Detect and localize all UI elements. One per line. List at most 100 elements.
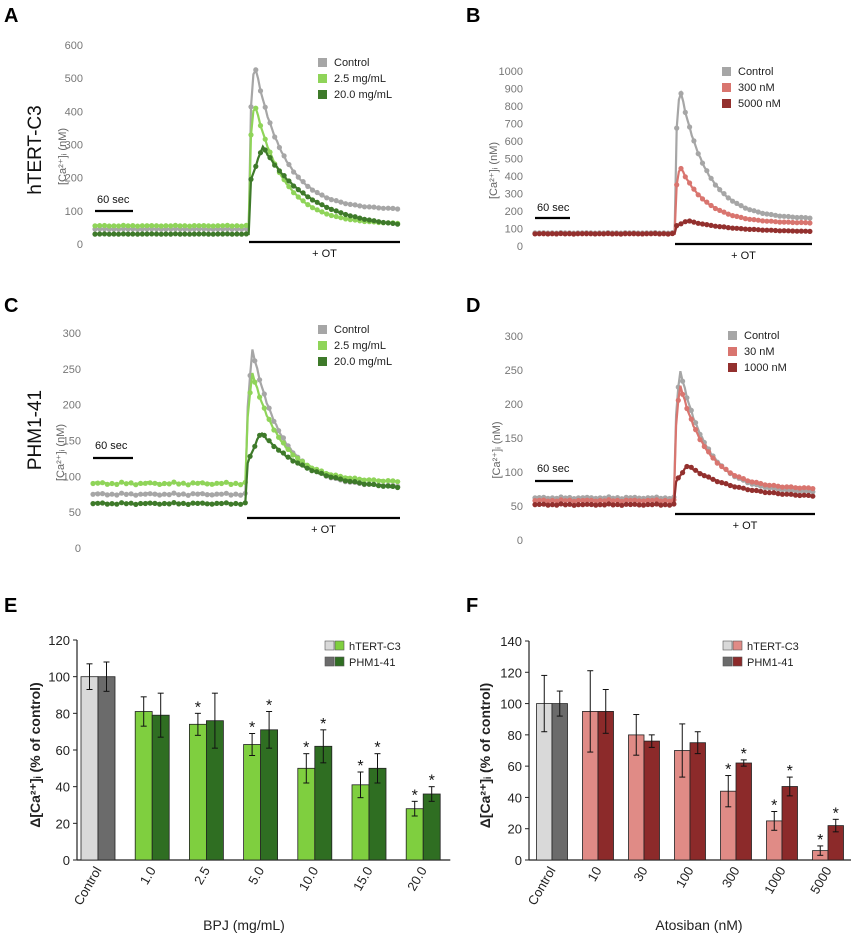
trace-point bbox=[699, 160, 706, 166]
trace-point bbox=[324, 195, 330, 201]
trace-point bbox=[261, 432, 267, 438]
trace-point bbox=[742, 216, 749, 222]
y-tick-label: 600 bbox=[505, 136, 523, 148]
trace-point bbox=[385, 478, 391, 484]
trace-point bbox=[185, 492, 191, 498]
trace-point bbox=[738, 226, 744, 232]
significance-star: * bbox=[357, 758, 363, 775]
trace-point bbox=[371, 481, 377, 487]
trace-point bbox=[662, 497, 668, 504]
y-tick-label: 0 bbox=[63, 853, 70, 868]
trace-point bbox=[190, 500, 196, 506]
trace-point bbox=[218, 500, 225, 507]
trace-point bbox=[357, 203, 363, 209]
legend-label: 20.0 mg/mL bbox=[334, 89, 392, 101]
trace-point bbox=[123, 481, 129, 487]
legend-swatch bbox=[318, 325, 327, 334]
trace-point bbox=[276, 168, 282, 174]
trace-point bbox=[652, 230, 658, 237]
trace-point bbox=[276, 144, 282, 151]
trace-point bbox=[214, 480, 220, 486]
trace-point bbox=[228, 481, 234, 487]
trace-point bbox=[190, 491, 196, 497]
trace-point bbox=[680, 378, 686, 384]
trace-point bbox=[204, 481, 210, 487]
legend-swatch-control bbox=[722, 656, 733, 667]
trace-point bbox=[758, 480, 764, 487]
trace-point bbox=[328, 197, 334, 203]
legend-swatch bbox=[722, 67, 731, 76]
trace-point bbox=[309, 197, 316, 203]
trace-point bbox=[177, 231, 183, 237]
trace-point bbox=[622, 231, 628, 237]
trace-point bbox=[305, 194, 311, 200]
trace-point bbox=[182, 231, 188, 237]
trace-point bbox=[366, 204, 372, 210]
trace-point bbox=[239, 223, 245, 229]
trace-point bbox=[640, 502, 647, 508]
legend-swatch bbox=[728, 347, 737, 356]
y-tick-label: 20 bbox=[56, 816, 70, 831]
trace-point bbox=[636, 498, 642, 504]
trace-point bbox=[209, 501, 215, 507]
trace-point bbox=[714, 460, 720, 466]
trace-point bbox=[180, 480, 186, 486]
trace-point bbox=[123, 491, 129, 497]
y-tick-label: 50 bbox=[511, 501, 523, 513]
trace-point bbox=[376, 205, 382, 211]
trace-point bbox=[104, 492, 110, 498]
trace-point bbox=[798, 219, 804, 226]
trace-point bbox=[253, 105, 259, 111]
trace-point bbox=[772, 219, 779, 225]
trace-point bbox=[111, 231, 117, 237]
trace-point bbox=[395, 206, 401, 212]
trace-point bbox=[562, 502, 569, 508]
trace-point bbox=[166, 501, 172, 507]
trace-point bbox=[688, 407, 694, 413]
ot-label: + OT bbox=[731, 250, 756, 262]
trace-point bbox=[721, 209, 727, 215]
trace-point bbox=[545, 231, 551, 237]
trace-point bbox=[697, 471, 703, 477]
trace-point bbox=[324, 211, 330, 217]
trace-point bbox=[390, 205, 396, 211]
legend-swatch-treatment bbox=[334, 656, 345, 667]
trace-point bbox=[242, 500, 248, 506]
trace-point bbox=[768, 218, 774, 224]
trace-point bbox=[144, 223, 150, 229]
trace-point bbox=[745, 478, 751, 484]
trace-point bbox=[390, 478, 396, 484]
trace-point bbox=[584, 501, 590, 507]
trace-point bbox=[751, 226, 757, 232]
trace-point bbox=[128, 480, 134, 486]
trace-point bbox=[790, 228, 796, 234]
trace-point bbox=[766, 490, 773, 496]
trace-point bbox=[286, 178, 292, 184]
trace-point bbox=[291, 169, 297, 175]
y-tick-label: 300 bbox=[505, 331, 523, 343]
trace-point bbox=[295, 460, 301, 466]
bar-htert bbox=[134, 711, 153, 861]
y-tick-label: 900 bbox=[505, 84, 523, 96]
trace-point bbox=[205, 231, 212, 237]
trace-point bbox=[199, 491, 206, 497]
trace-point bbox=[376, 478, 382, 484]
trace-point bbox=[592, 231, 598, 237]
trace-point bbox=[228, 501, 234, 507]
trace-point bbox=[758, 488, 764, 494]
trace-point bbox=[168, 223, 174, 229]
trace-point bbox=[281, 173, 287, 179]
trace-point bbox=[257, 394, 263, 400]
trace-point bbox=[247, 453, 253, 459]
trace-point bbox=[549, 231, 555, 237]
trace-point bbox=[554, 502, 560, 508]
trace-point bbox=[695, 220, 701, 226]
trace-point bbox=[760, 227, 766, 233]
trace-point bbox=[333, 213, 339, 220]
trace-point bbox=[133, 482, 139, 488]
trace-point bbox=[318, 470, 325, 476]
y-tick-label: 0 bbox=[75, 543, 81, 555]
trace-point bbox=[366, 481, 372, 487]
trace-point bbox=[801, 485, 807, 491]
